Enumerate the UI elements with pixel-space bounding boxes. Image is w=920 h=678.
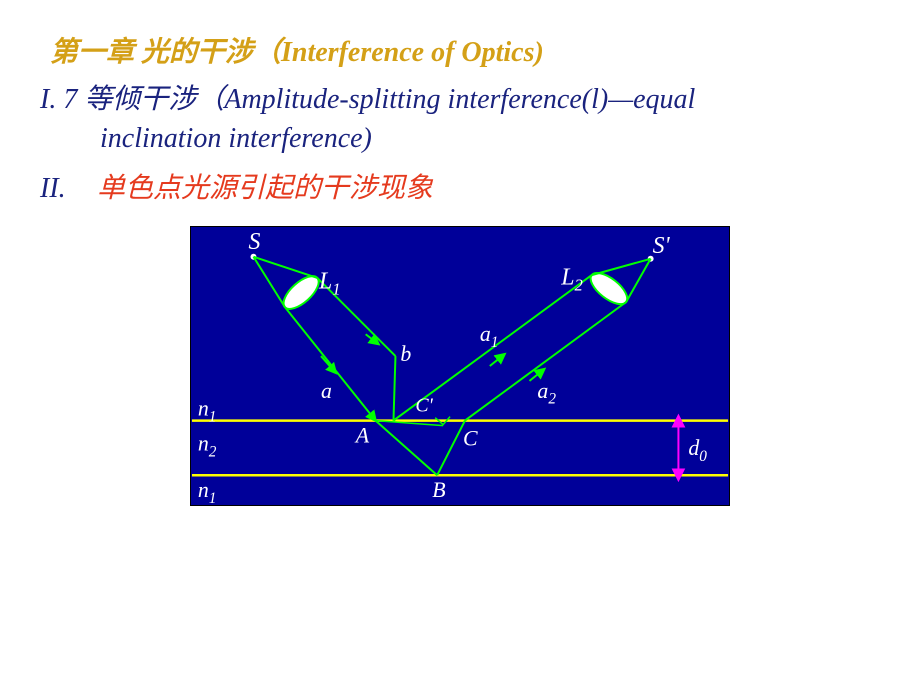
chapter-title: 第一章 光的干涉（Interference of Optics) <box>40 30 880 70</box>
section-title-en1: （Amplitude-splitting interference(l)—equ… <box>196 84 695 115</box>
section-title-cn: 等倾干涉 <box>84 84 196 115</box>
svg-text:C: C <box>463 427 478 451</box>
svg-text:b: b <box>400 342 411 366</box>
subsection: II. 单色点光源引起的干涉现象 <box>40 166 880 206</box>
svg-text:a2: a2 <box>537 379 556 408</box>
optics-diagram: SS'L1L2aba1a2ABCC'n1n2n1d0 <box>190 226 730 506</box>
svg-text:L2: L2 <box>560 265 583 295</box>
subsection-title: 单色点光源引起的干涉现象 <box>97 173 433 204</box>
svg-text:a1: a1 <box>480 323 499 352</box>
section-title: I. 7 等倾干涉（Amplitude-splitting interferen… <box>40 80 880 158</box>
svg-text:B: B <box>432 478 445 502</box>
svg-text:S: S <box>249 229 261 255</box>
svg-text:L1: L1 <box>318 269 341 299</box>
svg-text:d0: d0 <box>688 436 707 465</box>
chapter-title-text: 第一章 光的干涉（Interference of Optics) <box>50 37 544 68</box>
diagram-container: SS'L1L2aba1a2ABCC'n1n2n1d0 <box>40 226 880 506</box>
svg-text:a: a <box>321 379 332 403</box>
svg-text:A: A <box>354 424 370 448</box>
subsection-number: II. <box>40 173 90 205</box>
section-number: I. 7 <box>40 84 77 115</box>
section-title-en2: inclination interference) <box>40 119 880 158</box>
svg-text:S': S' <box>653 233 671 259</box>
svg-text:C': C' <box>415 395 433 417</box>
svg-text:n1: n1 <box>198 478 217 506</box>
svg-text:n2: n2 <box>198 432 217 461</box>
